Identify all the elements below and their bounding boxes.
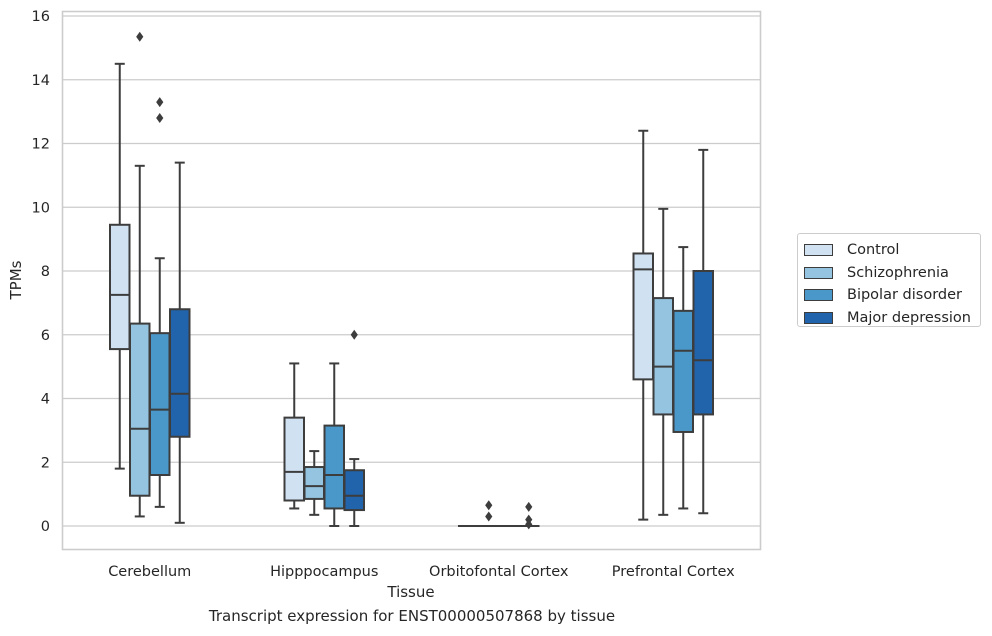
series-schizophrenia (129, 31, 674, 528)
y-tick-label-12: 12 (32, 137, 50, 153)
outlier-point (485, 511, 493, 522)
x-tick-label-cerebellum: Cerebellum (108, 564, 191, 580)
y-tick-label-14: 14 (32, 73, 50, 89)
box-iqr (692, 270, 714, 416)
box-major-depression-prefrontal-cortex (692, 148, 714, 515)
box-iqr (149, 332, 171, 476)
box-iqr (303, 466, 325, 500)
legend-item-bipolar-disorder: Bipolar disorder (804, 284, 980, 307)
y-tick-label-2: 2 (41, 455, 50, 471)
y-tick-label-10: 10 (32, 200, 50, 216)
box-bipolar-disorder-cerebellum (149, 97, 171, 508)
plot-frame (61, 10, 762, 551)
x-axis-label: Tissue (386, 583, 434, 601)
outlier-point (156, 97, 164, 108)
y-tick-label-16: 16 (32, 9, 50, 25)
legend-swatch-major-depression (804, 311, 833, 324)
outlier-point (136, 31, 144, 42)
box-iqr (109, 223, 131, 351)
box-control-cerebellum (109, 62, 131, 470)
box-iqr (652, 297, 674, 416)
y-tick-labels: 0 2 4 6 8 10 12 14 16 (32, 9, 50, 535)
box-schizophrenia-orbitofontal-cortex (478, 500, 500, 528)
box-major-depression-hipppocampus (343, 329, 365, 527)
x-tick-labels: Cerebellum Hipppocampus Orbitofontal Corte… (108, 564, 735, 580)
box-iqr (129, 322, 151, 497)
box-control-hipppocampus (283, 362, 305, 510)
box-schizophrenia-hipppocampus (303, 450, 325, 516)
legend-swatch-schizophrenia (804, 266, 833, 279)
legend: Control Schizophrenia Bipolar disorder M… (797, 233, 981, 327)
legend-swatch-bipolar-disorder (804, 289, 833, 302)
box-major-depression-cerebellum (169, 161, 191, 524)
outlier-point (485, 500, 493, 511)
outlier-point (156, 113, 164, 123)
y-tick-label-4: 4 (41, 392, 50, 408)
box-iqr (169, 308, 191, 438)
y-axis-label: TPMs (7, 260, 25, 300)
legend-label-schizophrenia: Schizophrenia (847, 264, 949, 281)
x-tick-label-prefrontal-cortex: Prefrontal Cortex (612, 564, 735, 580)
legend-label-bipolar-disorder: Bipolar disorder (847, 287, 962, 304)
outlier-point (525, 519, 533, 530)
box-bipolar-disorder-hipppocampus (323, 362, 345, 527)
series-major-depression (169, 148, 714, 530)
legend-item-schizophrenia: Schizophrenia (804, 262, 980, 285)
box-iqr (283, 416, 305, 502)
box-bipolar-disorder-prefrontal-cortex (672, 246, 694, 510)
series-control (109, 62, 654, 528)
y-tick-label-6: 6 (41, 328, 50, 344)
box-iqr (343, 469, 365, 512)
outlier-point (525, 501, 533, 512)
box-iqr (672, 309, 694, 433)
outlier-point (350, 329, 358, 340)
box-iqr (323, 424, 345, 510)
box-schizophrenia-cerebellum (129, 31, 151, 518)
box-schizophrenia-prefrontal-cortex (652, 207, 674, 516)
legend-label-major-depression: Major depression (847, 309, 971, 326)
y-tick-label-0: 0 (41, 519, 50, 535)
legend-item-control: Control (804, 239, 980, 262)
box-iqr (632, 252, 654, 381)
box-control-prefrontal-cortex (632, 129, 654, 521)
y-tick-label-8: 8 (41, 264, 50, 280)
x-tick-label-orbitofontal-cortex: Orbitofontal Cortex (429, 564, 569, 580)
legend-swatch-control (804, 244, 833, 257)
chart-caption: Transcript expression for ENST0000050786… (208, 607, 616, 625)
legend-label-control: Control (847, 242, 900, 259)
legend-item-major-depression: Major depression (804, 307, 980, 330)
series-bipolar-disorder (149, 97, 694, 528)
box-major-depression-orbitofontal-cortex (518, 501, 540, 530)
x-tick-label-hipppocampus: Hipppocampus (270, 564, 378, 580)
box-series (109, 31, 714, 530)
